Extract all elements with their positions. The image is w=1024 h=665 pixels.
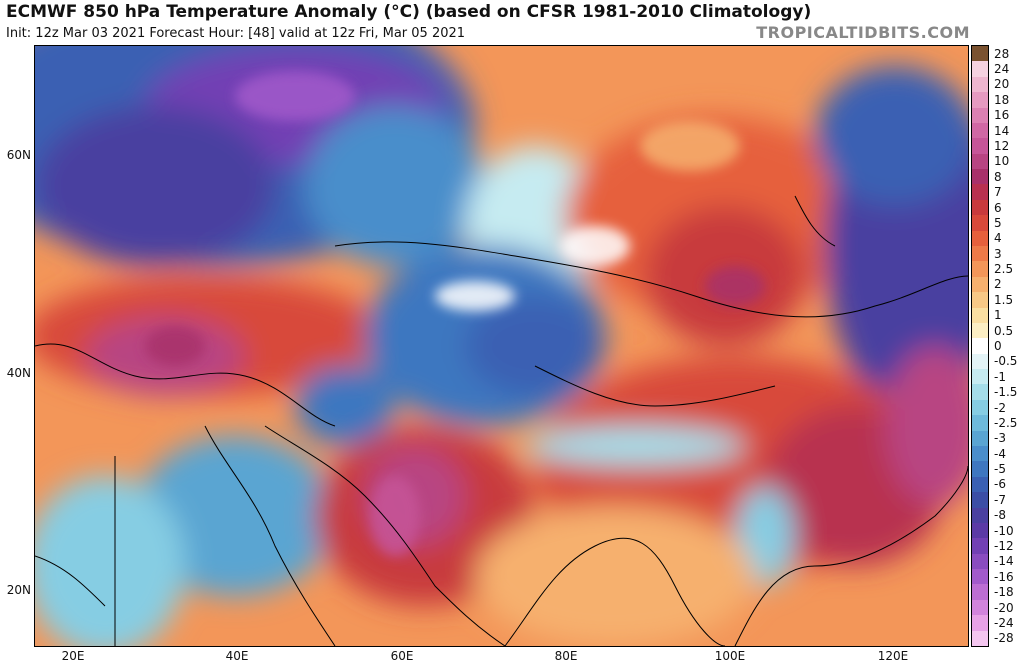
lon-label: 80E	[554, 649, 578, 663]
colorbar-swatch	[972, 415, 988, 432]
colorbar-label: 4	[994, 231, 1002, 246]
chart-subtitle: Init: 12z Mar 03 2021 Forecast Hour: [48…	[6, 26, 466, 41]
colorbar-label: -10	[994, 523, 1014, 538]
colorbar-label: -18	[994, 585, 1014, 600]
colorbar-swatch	[972, 446, 988, 462]
colorbar-swatch	[972, 430, 988, 447]
colorbar-swatch	[972, 230, 988, 247]
colorbar-swatch	[972, 522, 988, 539]
colorbar-swatch	[972, 553, 988, 570]
colorbar-label: -20	[994, 600, 1014, 615]
colorbar-swatch	[972, 153, 988, 170]
colorbar-label: 2	[994, 277, 1002, 292]
colorbar-label: -2	[994, 400, 1006, 415]
colorbar-swatch	[972, 507, 988, 524]
colorbar-swatch	[972, 138, 988, 155]
lat-label: 40N	[6, 366, 31, 380]
colorbar-swatch	[972, 630, 988, 647]
colorbar-label: 2.5	[994, 262, 1014, 277]
colorbar-label: 24	[994, 62, 1010, 77]
colorbar-label: -4	[994, 446, 1006, 461]
anomaly-field	[35, 46, 968, 646]
colorbar-swatch	[972, 261, 988, 278]
colorbar-label: 1.5	[994, 292, 1014, 307]
colorbar-label: -24	[994, 615, 1014, 630]
colorbar-label: 1	[994, 308, 1002, 323]
colorbar-label: 18	[994, 92, 1010, 107]
colorbar-label: 0.5	[994, 323, 1014, 338]
colorbar-label: 6	[994, 200, 1002, 215]
colorbar-label: 0	[994, 339, 1002, 353]
colorbar-label: -28	[994, 631, 1014, 646]
colorbar-swatch	[972, 399, 988, 416]
lat-label: 60N	[6, 148, 31, 162]
colorbar-swatch	[972, 492, 988, 509]
colorbar-swatch	[972, 276, 988, 293]
colorbar-label: 20	[994, 77, 1010, 92]
colorbar-swatch	[972, 461, 988, 478]
colorbar-swatch	[972, 122, 988, 139]
colorbar	[971, 45, 989, 647]
colorbar-swatch	[972, 76, 988, 93]
colorbar-label: 28	[994, 46, 1010, 61]
lon-label: 100E	[714, 649, 746, 663]
colorbar-label: 16	[994, 108, 1010, 123]
colorbar-label: -1	[994, 369, 1006, 384]
lon-label: 60E	[390, 649, 414, 663]
colorbar-label: 10	[994, 154, 1010, 169]
colorbar-label: -7	[994, 492, 1006, 507]
colorbar-swatch	[972, 92, 988, 109]
lat-label: 20N	[6, 583, 31, 597]
colorbar-swatch	[972, 199, 988, 216]
colorbar-swatch	[972, 338, 988, 355]
colorbar-label: 5	[994, 215, 1002, 230]
colorbar-swatch	[972, 61, 988, 78]
colorbar-swatch	[972, 369, 988, 385]
colorbar-swatch	[972, 353, 988, 370]
colorbar-swatch	[972, 584, 988, 601]
colorbar-swatch	[972, 107, 988, 124]
colorbar-label: 12	[994, 139, 1010, 153]
colorbar-label: 8	[994, 169, 1002, 184]
colorbar-swatch	[972, 184, 988, 201]
colorbar-swatch	[972, 476, 988, 493]
colorbar-swatch	[972, 599, 988, 616]
colorbar-label: -6	[994, 477, 1006, 492]
colorbar-swatch	[972, 384, 988, 401]
colorbar-label: 7	[994, 185, 1002, 200]
colorbar-label: -5	[994, 462, 1006, 477]
colorbar-swatch	[972, 307, 988, 324]
anomaly-map	[34, 45, 969, 647]
colorbar-swatch	[972, 615, 988, 632]
lon-label: 20E	[61, 649, 85, 663]
colorbar-swatch	[972, 46, 988, 62]
colorbar-swatch	[972, 292, 988, 309]
lon-label: 40E	[225, 649, 249, 663]
brand-watermark: TROPICALTIDBITS.COM	[756, 23, 970, 42]
colorbar-label: -1.5	[994, 385, 1018, 400]
colorbar-label: -2.5	[994, 415, 1018, 430]
colorbar-swatch	[972, 569, 988, 585]
colorbar-label: -12	[994, 539, 1014, 553]
lon-label: 120E	[877, 649, 909, 663]
colorbar-label: 14	[994, 123, 1010, 138]
colorbar-swatch	[972, 169, 988, 185]
colorbar-label: -14	[994, 554, 1014, 569]
colorbar-label: -0.5	[994, 354, 1018, 369]
colorbar-swatch	[972, 246, 988, 262]
colorbar-swatch	[972, 215, 988, 232]
chart-title: ECMWF 850 hPa Temperature Anomaly (°C) (…	[6, 2, 812, 22]
colorbar-swatch	[972, 538, 988, 555]
colorbar-label: 3	[994, 246, 1002, 261]
colorbar-swatch	[972, 322, 988, 339]
colorbar-label: -16	[994, 569, 1014, 584]
colorbar-label: -8	[994, 508, 1006, 523]
colorbar-label: -3	[994, 431, 1006, 446]
